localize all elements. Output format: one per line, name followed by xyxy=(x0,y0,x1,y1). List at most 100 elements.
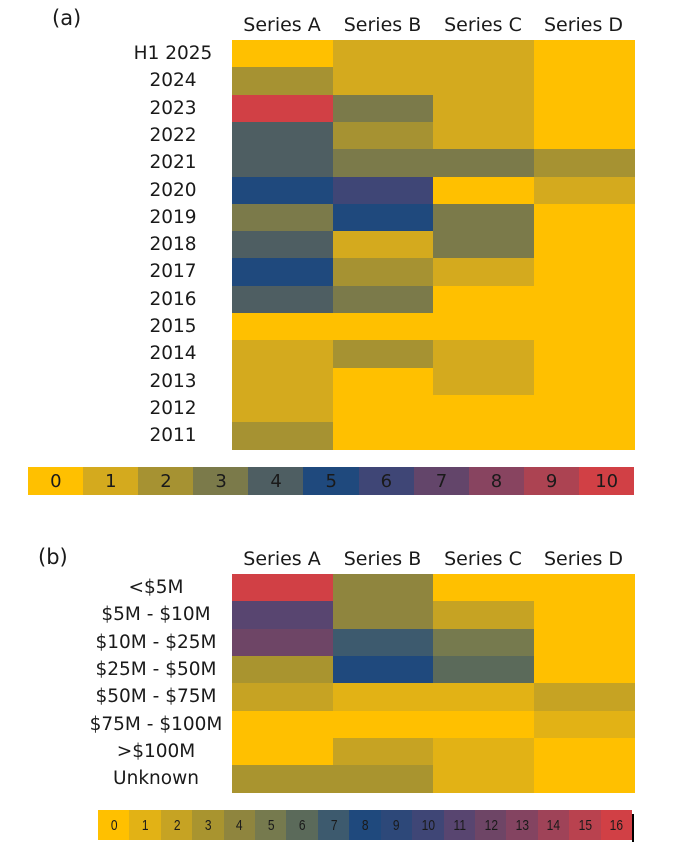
legend-end-tick xyxy=(632,814,634,842)
heatmap-cell xyxy=(533,765,635,793)
row-label: 2012 xyxy=(149,397,197,419)
heatmap-cell xyxy=(232,394,334,423)
row-label: 2016 xyxy=(149,288,197,310)
heatmap-cell xyxy=(533,655,635,684)
row-label: <$5M xyxy=(128,577,184,598)
heatmap-cell xyxy=(533,394,635,423)
heatmap-cell xyxy=(533,203,635,232)
legend-tick-label: 9 xyxy=(393,816,400,834)
heatmap-cell xyxy=(332,285,434,314)
heatmap-cell xyxy=(232,176,334,205)
legend-swatch: 1 xyxy=(83,467,139,495)
legend-swatch: 10 xyxy=(412,810,445,840)
heatmap-cell xyxy=(332,655,434,684)
heatmap-cell xyxy=(232,340,334,369)
row-label: 2018 xyxy=(149,234,197,256)
row-label: 2014 xyxy=(149,343,197,365)
row-label: 2023 xyxy=(149,97,197,119)
panel-label-a: (a) xyxy=(52,6,82,30)
row-label: $50M - $75M xyxy=(95,686,217,708)
legend-tick-label: 10 xyxy=(421,816,435,834)
column-header: Series D xyxy=(543,14,624,36)
heatmap-cell xyxy=(533,574,635,602)
legend-swatch: 16 xyxy=(600,810,633,840)
heatmap-cell xyxy=(232,422,334,451)
heatmap-cell xyxy=(433,394,535,423)
legend-swatch: 8 xyxy=(349,810,382,840)
column-header: Series A xyxy=(243,548,321,570)
legend-swatch: 6 xyxy=(286,810,319,840)
heatmap-cell xyxy=(433,628,535,657)
heatmap-cell xyxy=(332,176,434,205)
row-label: 2020 xyxy=(149,179,197,201)
legend-tick-label: 5 xyxy=(325,470,337,492)
heatmap-cell xyxy=(232,285,334,314)
heatmap-cell xyxy=(433,121,535,150)
legend-tick-label: 0 xyxy=(110,816,118,834)
heatmap-cell xyxy=(332,710,434,739)
column-header: Series A xyxy=(243,14,321,36)
row-label: 2024 xyxy=(149,70,197,92)
heatmap-cell xyxy=(533,176,635,205)
heatmap-cell xyxy=(332,422,434,451)
heatmap-cell xyxy=(332,40,434,68)
legend-tick-label: 8 xyxy=(490,470,503,492)
heatmap-cell xyxy=(533,149,635,178)
legend-tick-label: 7 xyxy=(435,470,448,492)
heatmap-cell xyxy=(433,313,535,341)
heatmap-cell xyxy=(433,285,535,314)
legend-swatch: 6 xyxy=(358,467,415,495)
heatmap-cell xyxy=(533,258,635,287)
heatmap-cell xyxy=(232,367,334,396)
heatmap-cell xyxy=(232,94,334,123)
legend-swatch: 13 xyxy=(506,810,539,840)
heatmap-cell xyxy=(332,258,434,287)
row-label: 2017 xyxy=(149,261,197,283)
heatmap-cell xyxy=(533,40,635,68)
row-label: 2015 xyxy=(149,316,197,337)
legend-tick-label: 16 xyxy=(609,816,624,834)
row-label: Unknown xyxy=(113,768,199,790)
heatmap-cell xyxy=(232,655,334,684)
legend-tick-label: 13 xyxy=(515,816,529,834)
heatmap-cell xyxy=(332,737,434,766)
heatmap-cell xyxy=(232,710,334,739)
legend-swatch: 0 xyxy=(28,467,84,495)
heatmap-cell xyxy=(232,601,334,630)
heatmap-cell xyxy=(433,149,535,178)
legend-swatch: 7 xyxy=(317,810,350,840)
heatmap-cell xyxy=(533,94,635,123)
legend-swatch: 10 xyxy=(578,467,635,495)
legend-swatch: 9 xyxy=(380,810,413,840)
heatmap-cell xyxy=(533,710,635,739)
legend-tick-label: 0 xyxy=(50,470,62,492)
heatmap-cell xyxy=(433,367,535,396)
column-header: Series B xyxy=(343,14,422,36)
legend-swatch: 1 xyxy=(129,810,162,840)
legend-tick-label: 3 xyxy=(215,470,227,492)
legend-swatch: 5 xyxy=(255,810,287,840)
legend-swatch: 11 xyxy=(443,810,476,840)
heatmap-cell xyxy=(533,422,635,451)
heatmap-cell xyxy=(433,176,535,205)
legend-swatch: 3 xyxy=(192,810,225,840)
heatmap-cell xyxy=(433,683,535,712)
heatmap-cell xyxy=(232,683,334,712)
row-label: 2013 xyxy=(149,370,197,392)
legend-tick-label: 4 xyxy=(236,816,243,834)
heatmap-cell xyxy=(332,94,434,123)
legend-swatch: 8 xyxy=(468,467,525,495)
legend-tick-label: 2 xyxy=(160,470,172,492)
heatmap-cell xyxy=(332,121,434,150)
heatmap-cell xyxy=(232,628,334,657)
heatmap-cell xyxy=(332,367,434,396)
heatmap-cell xyxy=(533,67,635,96)
heatmap-cell xyxy=(433,765,535,793)
legend-tick-label: 1 xyxy=(142,816,149,834)
heatmap-cell xyxy=(433,655,535,684)
heatmap-cell xyxy=(433,710,535,739)
row-label: 2021 xyxy=(149,152,197,174)
heatmap-cell xyxy=(533,737,635,766)
heatmap-cell xyxy=(232,574,334,602)
column-header: Series B xyxy=(343,548,422,570)
